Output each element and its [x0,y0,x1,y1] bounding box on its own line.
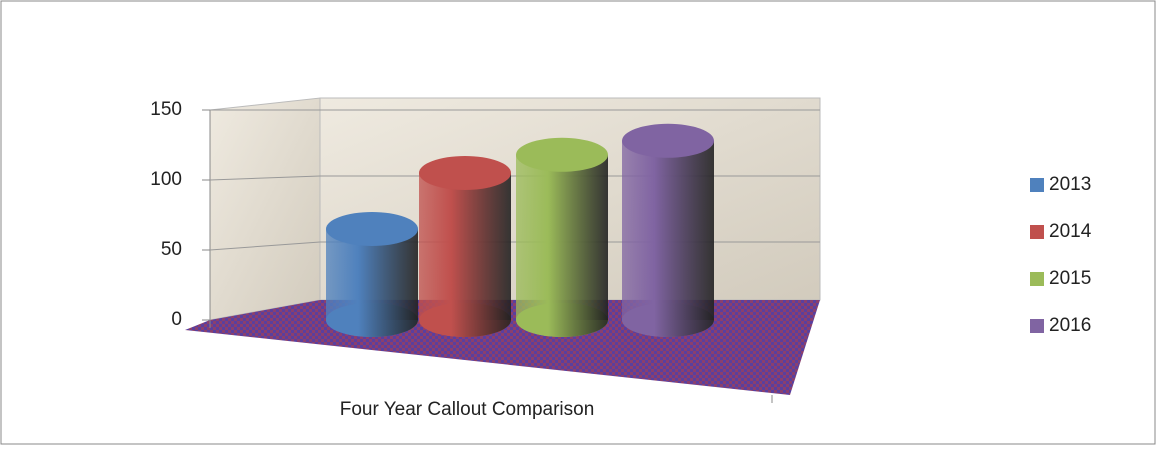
cylinder-top [622,123,714,158]
legend-label: 2015 [1049,268,1091,289]
bar [419,173,511,320]
legend-label: 2016 [1049,315,1091,336]
cylinder-top [516,137,608,172]
cylinder-base-shade [419,303,511,337]
legend-swatch [1030,272,1044,286]
cylinder-base-shade [622,303,714,337]
legend: 2013 2014 2015 2016 [1030,174,1092,336]
plot [326,123,714,337]
cylinder-base-shade [516,303,608,337]
grid-line [209,175,321,181]
legend-label: 2013 [1049,174,1091,195]
bar [622,140,714,320]
side-wall [209,97,321,321]
legend-swatch [1030,319,1044,333]
legend-label: 2014 [1049,221,1092,242]
category-label: Four Year Callout Comparison [340,399,595,420]
legend-swatch [1030,178,1044,192]
y-tick-label: 0 [171,309,182,330]
cylinder-top [326,212,418,246]
y-tick-label: 50 [161,239,182,260]
bar [516,154,608,320]
legend-swatch [1030,225,1044,239]
cylinder-base-shade [326,303,418,337]
y-tick-label: 150 [150,99,182,120]
cylinder-top [419,156,511,190]
y-tick-label: 100 [150,169,182,190]
grid-line [209,241,321,251]
